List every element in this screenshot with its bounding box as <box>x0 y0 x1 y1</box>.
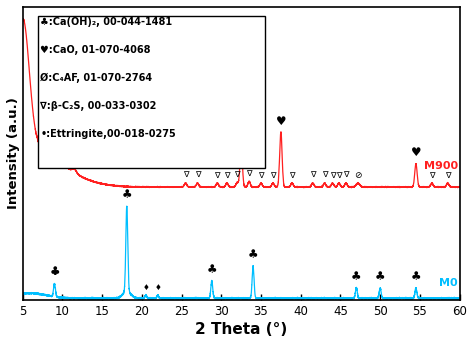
Text: ♥: ♥ <box>236 128 246 141</box>
Text: •: • <box>51 269 58 279</box>
Text: ∇: ∇ <box>270 171 276 180</box>
Text: ∇: ∇ <box>429 171 435 180</box>
Text: ♣: ♣ <box>121 188 132 201</box>
X-axis label: 2 Theta (°): 2 Theta (°) <box>195 322 287 337</box>
Text: M900: M900 <box>424 161 458 171</box>
Text: ∇: ∇ <box>195 170 201 180</box>
Text: Ø:C₄AF, 01-070-2764: Ø:C₄AF, 01-070-2764 <box>40 73 152 83</box>
Text: ♣: ♣ <box>207 263 217 276</box>
FancyBboxPatch shape <box>38 16 265 168</box>
Text: ∇: ∇ <box>224 171 230 180</box>
Text: ∇: ∇ <box>183 170 188 180</box>
Text: ∇: ∇ <box>336 171 342 180</box>
Text: ∇: ∇ <box>310 170 316 180</box>
Text: ♦: ♦ <box>142 282 149 292</box>
Text: ∇: ∇ <box>322 170 328 180</box>
Text: ♥:CaO, 01-070-4068: ♥:CaO, 01-070-4068 <box>40 45 151 55</box>
Text: ♥: ♥ <box>276 115 286 128</box>
Text: •:Ettringite,00-018-0275: •:Ettringite,00-018-0275 <box>40 129 176 139</box>
Text: ∇: ∇ <box>246 169 252 178</box>
Y-axis label: Intensity (a.u.): Intensity (a.u.) <box>7 98 20 209</box>
Text: ♣: ♣ <box>248 248 258 261</box>
Text: ∇: ∇ <box>234 170 240 179</box>
Text: ♥: ♥ <box>410 147 421 160</box>
Text: ♣: ♣ <box>351 270 362 283</box>
Text: ∇: ∇ <box>330 171 335 180</box>
Text: ∇: ∇ <box>343 171 349 180</box>
Text: ∇: ∇ <box>215 171 220 180</box>
Text: ♦: ♦ <box>155 283 161 292</box>
Text: ∇:β-C₂S, 00-033-0302: ∇:β-C₂S, 00-033-0302 <box>40 101 156 111</box>
Text: ∇: ∇ <box>289 171 295 180</box>
Text: ∇: ∇ <box>445 171 450 180</box>
Text: ♣: ♣ <box>49 265 60 278</box>
Text: ∇: ∇ <box>258 171 264 180</box>
Text: ♣: ♣ <box>375 270 385 283</box>
Text: M0: M0 <box>439 278 458 288</box>
Text: ♣: ♣ <box>410 270 421 283</box>
Text: ♣:Ca(OH)₂, 00-044-1481: ♣:Ca(OH)₂, 00-044-1481 <box>40 17 173 27</box>
Text: ⊘: ⊘ <box>354 171 362 180</box>
Text: ⊘: ⊘ <box>71 156 78 165</box>
